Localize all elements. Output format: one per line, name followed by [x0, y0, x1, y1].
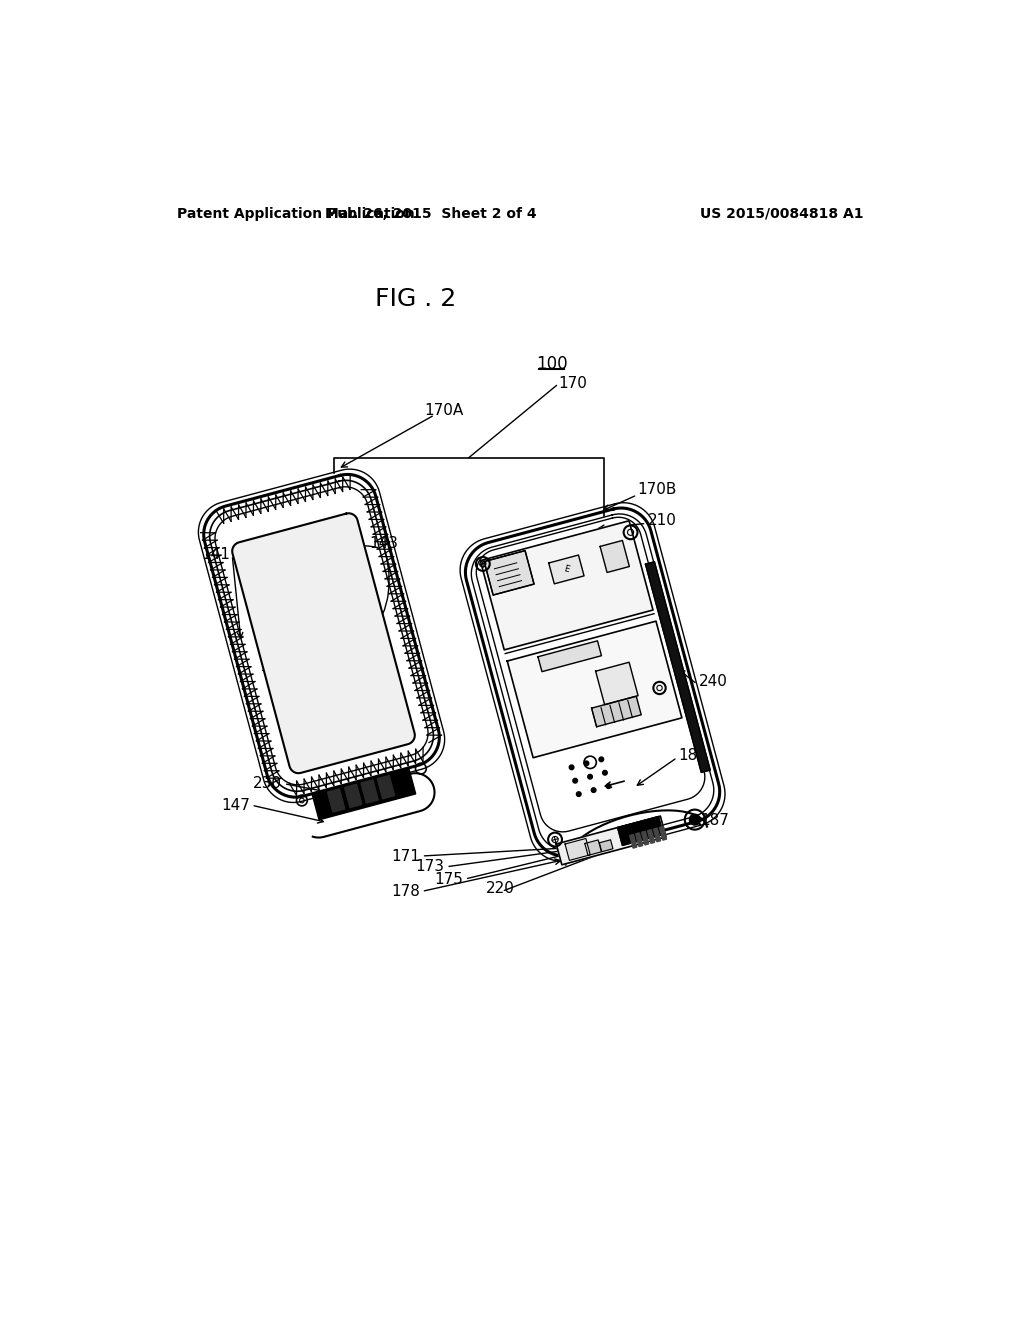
Circle shape: [572, 779, 578, 783]
Text: 187: 187: [700, 813, 729, 828]
Polygon shape: [556, 816, 666, 865]
Text: 210: 210: [648, 512, 677, 528]
Polygon shape: [617, 817, 664, 845]
Text: 100: 100: [536, 355, 567, 374]
Text: 147: 147: [221, 797, 250, 813]
Text: 170B: 170B: [637, 482, 677, 498]
Polygon shape: [480, 521, 653, 649]
Polygon shape: [630, 834, 637, 849]
Text: 171: 171: [391, 849, 420, 863]
Text: 143: 143: [370, 536, 398, 550]
Polygon shape: [565, 838, 590, 861]
Text: 141: 141: [202, 548, 230, 562]
Text: E: E: [562, 565, 570, 574]
Circle shape: [602, 771, 607, 775]
Polygon shape: [642, 832, 648, 845]
Circle shape: [584, 762, 589, 766]
Polygon shape: [585, 840, 601, 855]
Text: US 2015/0084818 A1: US 2015/0084818 A1: [700, 207, 864, 220]
Polygon shape: [538, 640, 601, 672]
Text: 145: 145: [259, 659, 289, 675]
Circle shape: [577, 792, 581, 796]
Text: 220: 220: [485, 880, 515, 896]
Text: Patent Application Publication: Patent Application Publication: [177, 207, 415, 220]
Polygon shape: [600, 540, 630, 573]
Text: 170: 170: [558, 376, 587, 391]
Polygon shape: [476, 517, 705, 832]
Polygon shape: [377, 775, 394, 799]
Polygon shape: [599, 840, 613, 851]
Text: 178: 178: [391, 884, 420, 899]
Text: 181: 181: [679, 747, 708, 763]
Polygon shape: [466, 508, 720, 855]
Circle shape: [591, 788, 596, 792]
Polygon shape: [647, 830, 654, 843]
Polygon shape: [484, 550, 535, 595]
Polygon shape: [592, 696, 641, 727]
Circle shape: [689, 814, 700, 825]
Polygon shape: [507, 622, 682, 758]
Polygon shape: [636, 833, 643, 846]
Circle shape: [599, 758, 603, 762]
Polygon shape: [204, 474, 439, 797]
Polygon shape: [653, 828, 660, 842]
Text: 230: 230: [253, 776, 283, 791]
Text: 240: 240: [698, 675, 728, 689]
Text: 173: 173: [416, 859, 444, 874]
Polygon shape: [328, 789, 345, 812]
Text: 170A: 170A: [425, 404, 464, 418]
Text: Mar. 26, 2015  Sheet 2 of 4: Mar. 26, 2015 Sheet 2 of 4: [325, 207, 537, 220]
Circle shape: [588, 775, 592, 779]
Text: 175: 175: [434, 871, 463, 887]
Polygon shape: [361, 780, 378, 803]
Polygon shape: [312, 768, 416, 820]
Polygon shape: [645, 562, 711, 772]
Polygon shape: [232, 513, 415, 774]
Polygon shape: [345, 784, 361, 808]
Polygon shape: [596, 663, 638, 705]
Circle shape: [569, 766, 573, 770]
Polygon shape: [549, 554, 584, 583]
Polygon shape: [659, 826, 667, 840]
Circle shape: [606, 784, 611, 788]
Text: FIG . 2: FIG . 2: [375, 286, 456, 310]
